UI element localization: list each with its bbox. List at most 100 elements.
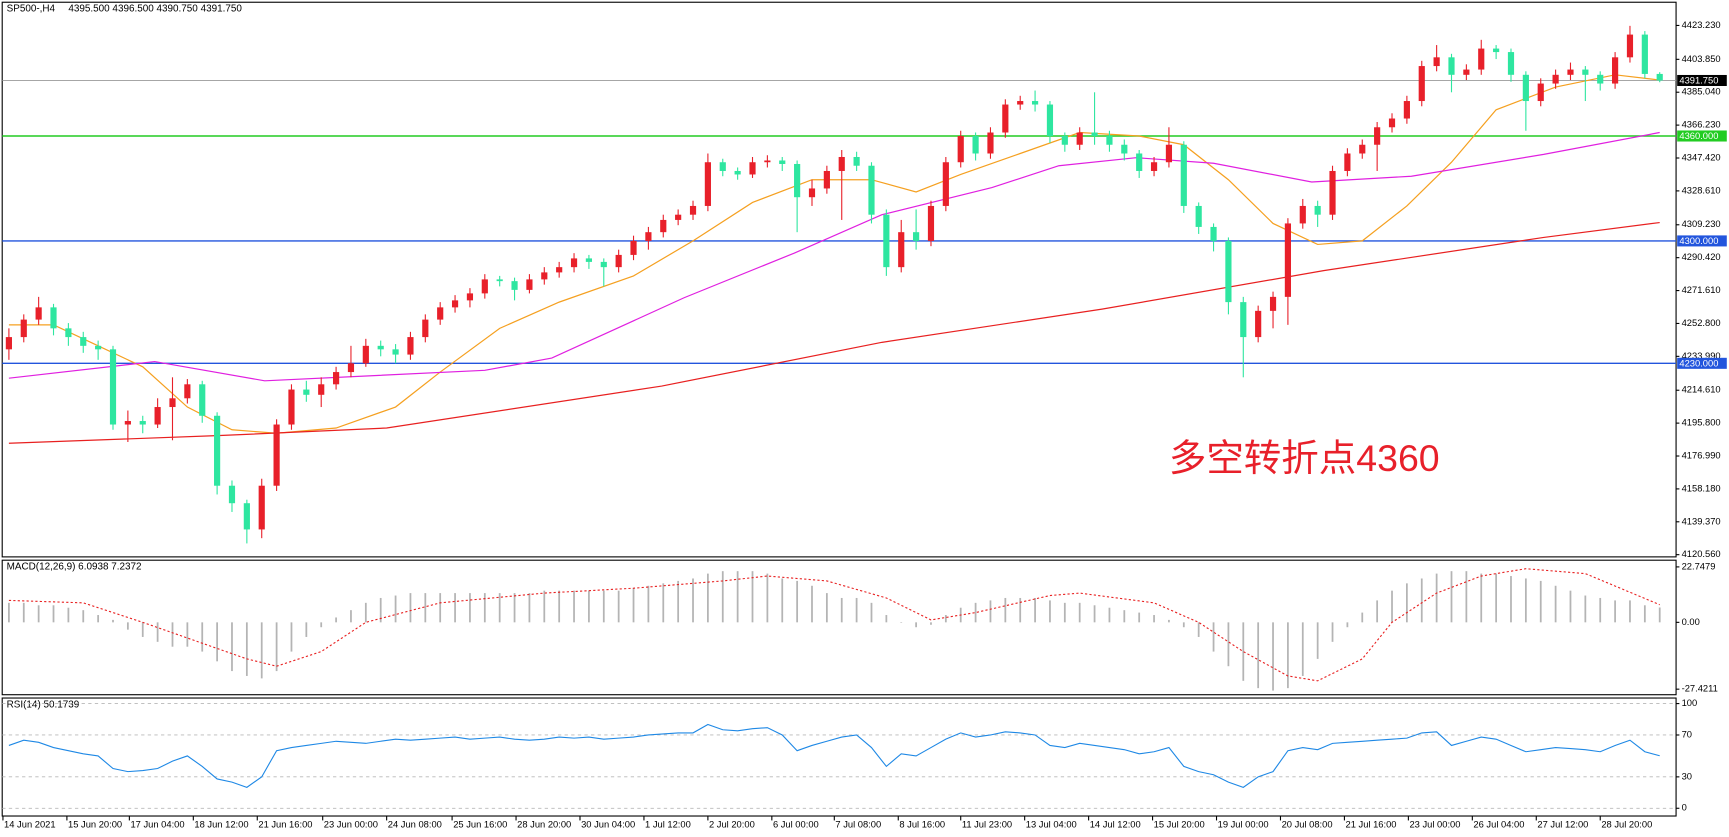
candle-body bbox=[689, 205, 697, 215]
candle-body bbox=[273, 424, 280, 486]
macd-bar bbox=[1272, 622, 1274, 691]
candle-body bbox=[1612, 57, 1619, 84]
panel-subtitle: 4395.500 4396.500 4390.750 4391.750 bbox=[68, 3, 242, 14]
macd-bar bbox=[394, 595, 397, 623]
candle-body bbox=[1463, 69, 1470, 75]
y-tick-label: 100 bbox=[1682, 698, 1698, 708]
macd-bar bbox=[736, 571, 739, 623]
macd-bar bbox=[1629, 600, 1631, 623]
candle-body bbox=[1255, 310, 1262, 338]
macd-bar bbox=[1153, 615, 1155, 623]
macd-bar bbox=[290, 622, 293, 652]
y-tick-label: 4195.800 bbox=[1682, 418, 1721, 428]
candle-body bbox=[823, 170, 830, 189]
y-tick-label: 4366.230 bbox=[1682, 120, 1721, 130]
macd-bar bbox=[588, 590, 590, 623]
macd-bar bbox=[260, 622, 263, 679]
y-tick-label: 4309.230 bbox=[1682, 219, 1721, 229]
candle-body bbox=[332, 372, 340, 385]
candle-body bbox=[615, 254, 622, 268]
candle-body bbox=[407, 337, 414, 355]
x-tick-label: 2 Jul 20:00 bbox=[709, 819, 755, 829]
candle-body bbox=[1626, 34, 1634, 58]
candle-body bbox=[645, 232, 652, 241]
y-tick-label: -27.4211 bbox=[1682, 684, 1718, 694]
x-tick-label: 23 Jun 00:00 bbox=[324, 819, 378, 829]
candle-body bbox=[377, 345, 384, 350]
y-tick-label: 4271.610 bbox=[1682, 285, 1721, 295]
candle-body bbox=[927, 205, 935, 241]
macd-bar bbox=[1510, 576, 1512, 623]
macd-bar bbox=[364, 602, 367, 623]
x-tick-label: 15 Jul 20:00 bbox=[1154, 819, 1205, 829]
macd-bar bbox=[186, 622, 189, 647]
macd-panel bbox=[1, 559, 1677, 696]
candle-body bbox=[184, 384, 191, 399]
candle-body bbox=[600, 261, 607, 268]
y-tick-label: 22.7479 bbox=[1682, 561, 1716, 571]
macd-bar bbox=[915, 622, 917, 628]
candle-body bbox=[362, 345, 369, 364]
macd-bar bbox=[543, 590, 546, 623]
candle-body bbox=[20, 319, 27, 338]
candle-body bbox=[258, 485, 265, 530]
macd-bar bbox=[1643, 605, 1646, 623]
macd-bar bbox=[483, 593, 486, 623]
candle-body bbox=[1180, 144, 1187, 206]
candle-body bbox=[1552, 74, 1559, 84]
candle-body bbox=[1582, 69, 1589, 75]
candle-body bbox=[1359, 144, 1366, 154]
y-tick-label: 0 bbox=[1682, 803, 1687, 813]
candle-body bbox=[1641, 34, 1648, 74]
macd-bar bbox=[1078, 602, 1081, 623]
moving-average bbox=[8, 131, 1660, 382]
macd-bar bbox=[781, 578, 784, 623]
candle-body bbox=[526, 279, 533, 290]
y-tick-label: 4423.230 bbox=[1682, 20, 1721, 30]
x-tick-label: 24 Jun 08:00 bbox=[388, 819, 442, 829]
candle-body bbox=[154, 407, 161, 425]
x-tick-label: 17 Jun 04:00 bbox=[130, 819, 184, 829]
macd-bar bbox=[1406, 583, 1408, 623]
level-label-box bbox=[1677, 357, 1727, 369]
candle-body bbox=[1165, 144, 1173, 163]
candle-body bbox=[1418, 66, 1425, 102]
macd-bar bbox=[1287, 622, 1289, 689]
macd-bar bbox=[1168, 619, 1170, 623]
y-tick-label: 4328.610 bbox=[1682, 185, 1721, 195]
macd-bar bbox=[379, 597, 382, 623]
candle-body bbox=[35, 307, 42, 320]
panel-title: MACD(12,26,9) 6.0938 7.2372 bbox=[7, 561, 142, 572]
macd-bar bbox=[245, 622, 248, 676]
macd-bar bbox=[677, 580, 680, 623]
candle-body bbox=[1507, 52, 1515, 75]
candle-body bbox=[109, 349, 117, 425]
macd-bar bbox=[141, 622, 144, 637]
macd-bar bbox=[1301, 622, 1304, 676]
candle-body bbox=[838, 156, 845, 171]
candle-body bbox=[422, 319, 429, 338]
level-label-box bbox=[1677, 235, 1727, 247]
macd-bar bbox=[1614, 600, 1616, 623]
candle-body bbox=[675, 214, 682, 220]
candle-body bbox=[1150, 162, 1158, 171]
candle-body bbox=[466, 293, 474, 301]
candle-body bbox=[124, 421, 131, 425]
candle-body bbox=[883, 214, 890, 268]
macd-signal bbox=[8, 568, 1660, 682]
candle-body bbox=[5, 337, 12, 350]
macd-bar bbox=[1182, 622, 1185, 628]
macd-bar bbox=[707, 573, 709, 623]
candle-body bbox=[957, 136, 964, 163]
macd-bar bbox=[112, 619, 114, 623]
macd-bar bbox=[573, 590, 575, 623]
candle-body bbox=[1284, 223, 1291, 297]
macd-bar bbox=[1063, 602, 1066, 623]
macd-bar bbox=[1539, 580, 1542, 623]
macd-bar bbox=[454, 593, 456, 623]
macd-bar bbox=[1361, 612, 1364, 623]
candle-body bbox=[65, 328, 72, 338]
macd-bar bbox=[1435, 573, 1438, 623]
macd-bar bbox=[796, 580, 799, 623]
